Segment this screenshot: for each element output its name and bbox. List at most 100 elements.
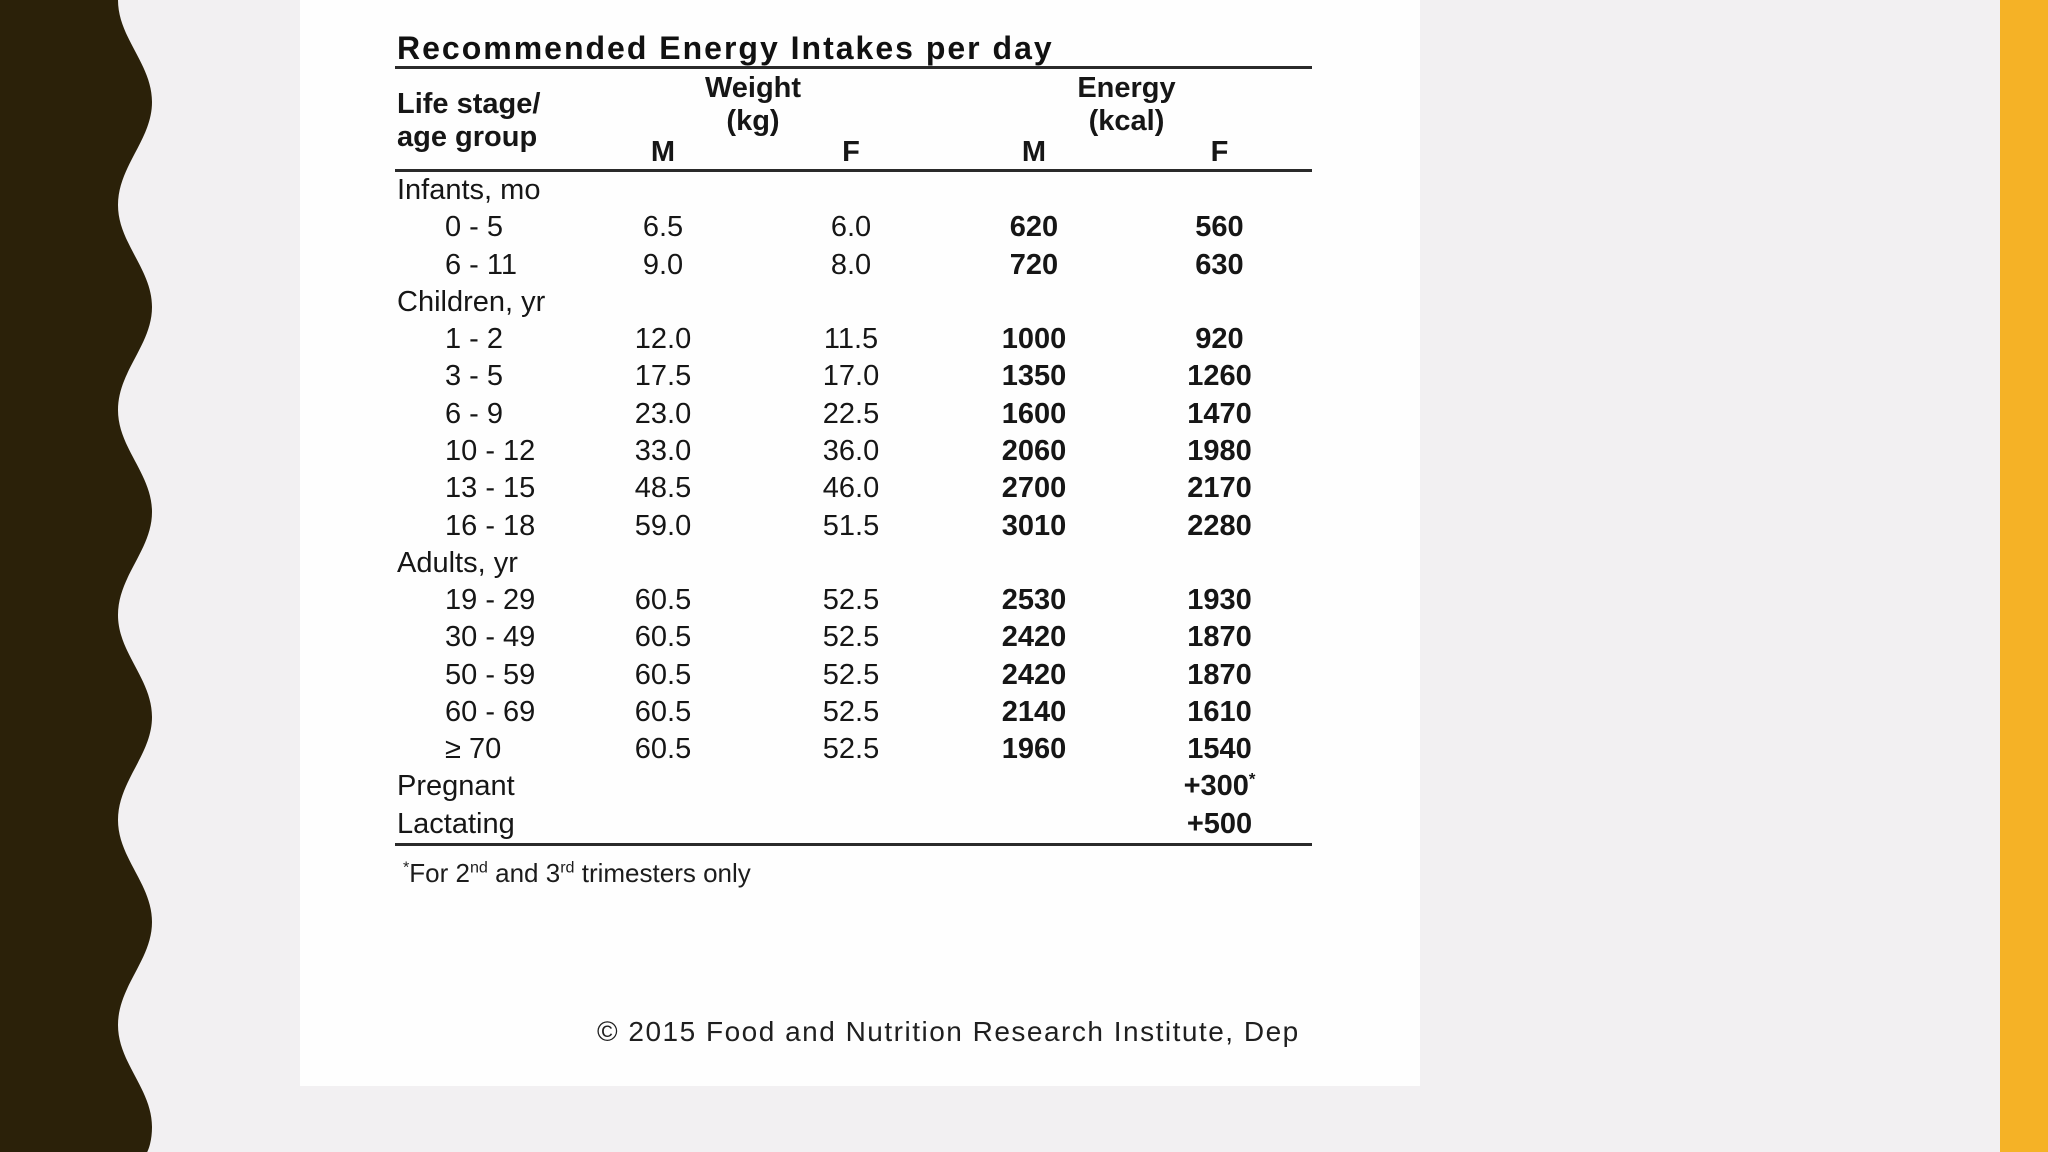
right-accent-bar: [2000, 0, 2048, 1152]
cell-life-stage: 60 - 69: [445, 695, 536, 728]
cell-life-stage: 0 - 5: [445, 211, 504, 244]
cell-weight-m: 17.5: [634, 360, 692, 393]
cell-weight-m: 60.5: [634, 621, 692, 654]
subheader-weight-m: M: [650, 136, 676, 168]
cell-energy-m: 720: [1009, 248, 1059, 281]
column-group-energy: Energy (kcal): [1077, 72, 1176, 137]
cell-energy-m: 1350: [1001, 360, 1067, 393]
table-row: Adults, yr: [395, 545, 1312, 582]
footnote-text: For 2nd and 3rd trimesters only: [409, 857, 751, 888]
subheader-weight-f: F: [842, 136, 860, 168]
table-row: 3 - 5 17.5 17.0 1350 1260: [395, 358, 1312, 395]
cell-weight-f: 22.5: [822, 397, 880, 430]
cell-energy-m: 1600: [1001, 397, 1067, 430]
cell-weight-f: 52.5: [822, 621, 880, 654]
cell-weight-m: 6.5: [642, 211, 684, 244]
table-row: 50 - 59 60.5 52.5 2420 1870: [395, 656, 1312, 693]
cell-energy-f: 1930: [1187, 584, 1252, 617]
cell-energy-m: 2530: [1001, 584, 1067, 617]
cell-weight-f: 11.5: [823, 323, 879, 356]
footnote-marker: *: [403, 858, 410, 877]
table-row: 30 - 49 60.5 52.5 2420 1870: [395, 619, 1312, 656]
cell-life-stage: 30 - 49: [445, 621, 536, 654]
cell-weight-m: 12.0: [634, 323, 692, 356]
cell-weight-m: 60.5: [634, 695, 692, 728]
table-header: Life stage/ age group Weight (kg) Energy…: [395, 72, 1312, 172]
table-row: 13 - 15 48.5 46.0 2700 2170: [395, 470, 1312, 507]
cell-energy-f: +300*: [1183, 769, 1256, 803]
cell-life-stage: Children, yr: [397, 285, 546, 318]
cell-energy-m: 2420: [1001, 658, 1067, 691]
cell-life-stage: 13 - 15: [445, 472, 536, 505]
cell-energy-m: 2700: [1001, 472, 1067, 505]
table-row: 6 - 11 9.0 8.0 720 630: [395, 247, 1312, 284]
table-row: Children, yr: [395, 284, 1312, 321]
cell-energy-f: 1980: [1187, 434, 1252, 467]
cell-life-stage: 6 - 11: [445, 248, 518, 281]
sex-subheaders: M F M F: [565, 136, 1312, 169]
table-row: 60 - 69 60.5 52.5 2140 1610: [395, 694, 1312, 731]
cell-life-stage: Infants, mo: [397, 174, 541, 207]
cell-life-stage: Pregnant: [397, 770, 515, 803]
cell-life-stage: 19 - 29: [445, 584, 536, 617]
table-footnote: *For 2nd and 3rd trimesters only: [395, 858, 1312, 889]
table-row: Lactating +500: [395, 806, 1312, 843]
cell-life-stage: Lactating: [397, 807, 515, 840]
cell-energy-f: 920: [1195, 323, 1244, 356]
cell-energy-m: 620: [1009, 211, 1059, 244]
cell-life-stage: 16 - 18: [445, 509, 536, 542]
energy-intake-table: Life stage/ age group Weight (kg) Energy…: [395, 72, 1312, 889]
cell-weight-f: 52.5: [822, 733, 880, 766]
cell-weight-f: 46.0: [822, 472, 880, 505]
cell-energy-f: +500: [1186, 807, 1253, 840]
cell-energy-f: 1870: [1187, 658, 1252, 691]
table-row: 1 - 2 12.0 11.5 1000 920: [395, 321, 1312, 358]
table-row: 10 - 12 33.0 36.0 2060 1980: [395, 433, 1312, 470]
table-title: Recommended Energy Intakes per day: [397, 30, 1054, 66]
column-group-weight: Weight (kg): [704, 72, 802, 137]
cell-energy-m: 2420: [1001, 621, 1067, 654]
cell-weight-f: 6.0: [830, 211, 872, 244]
cell-energy-m: 2140: [1001, 695, 1067, 728]
table-row: ≥ 70 60.5 52.5 1960 1540: [395, 731, 1312, 768]
cell-weight-m: 60.5: [634, 733, 692, 766]
cell-life-stage: ≥ 70: [445, 733, 502, 766]
cell-energy-m: 2060: [1001, 434, 1067, 467]
cell-weight-f: 17.0: [822, 360, 880, 393]
cell-energy-f: 2170: [1187, 472, 1252, 505]
cell-energy-f: 1470: [1187, 397, 1252, 430]
cell-weight-m: 59.0: [634, 509, 692, 542]
cell-energy-m: 3010: [1001, 509, 1067, 542]
column-header-life-stage: Life stage/ age group: [397, 88, 541, 153]
cell-energy-f: 1610: [1187, 695, 1252, 728]
cell-energy-f: 1870: [1187, 621, 1252, 654]
cell-life-stage: 50 - 59: [445, 658, 536, 691]
cell-weight-m: 60.5: [634, 658, 692, 691]
cell-weight-m: 23.0: [634, 397, 692, 430]
cell-energy-f: 1540: [1187, 733, 1252, 766]
cell-weight-m: 33.0: [634, 434, 692, 467]
cell-weight-m: 48.5: [634, 472, 692, 505]
cell-energy-f: 560: [1195, 211, 1244, 244]
subheader-energy-m: M: [1021, 136, 1047, 168]
cell-energy-m: 1960: [1001, 733, 1067, 766]
table-row: 0 - 5 6.5 6.0 620 560: [395, 209, 1312, 246]
cell-weight-m: 9.0: [642, 248, 684, 281]
title-underline: [395, 66, 1312, 69]
subheader-energy-f: F: [1210, 136, 1229, 168]
left-wave-decoration: [0, 0, 152, 1152]
cell-weight-f: 52.5: [822, 584, 880, 617]
copyright-notice: © 2015 Food and Nutrition Research Insti…: [597, 1016, 1300, 1047]
cell-life-stage: 6 - 9: [445, 397, 504, 430]
cell-weight-f: 8.0: [830, 248, 872, 281]
cell-energy-f: 2280: [1187, 509, 1252, 542]
table-row: 16 - 18 59.0 51.5 3010 2280: [395, 507, 1312, 544]
cell-weight-f: 36.0: [822, 434, 880, 467]
cell-weight-f: 52.5: [822, 658, 880, 691]
table-row: Infants, mo: [395, 172, 1312, 209]
table-row: Pregnant +300*: [395, 768, 1312, 805]
table-row: 6 - 9 23.0 22.5 1600 1470: [395, 396, 1312, 433]
content-panel: Recommended Energy Intakes per day Life …: [300, 0, 1420, 1086]
cell-weight-f: 52.5: [822, 695, 880, 728]
